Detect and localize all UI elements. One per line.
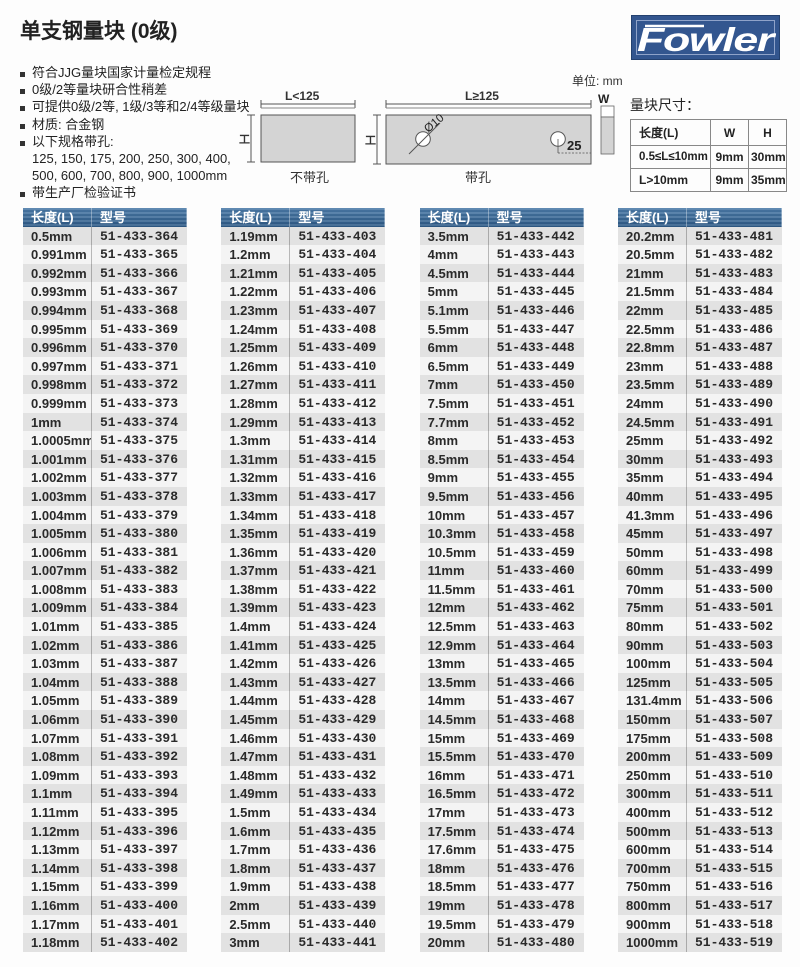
svg-text:W: W [598, 92, 610, 106]
svg-text:L<125: L<125 [285, 89, 320, 103]
svg-text:单位: mm: 单位: mm [572, 73, 623, 88]
svg-text:工: 工 [239, 133, 250, 146]
svg-text:工: 工 [365, 134, 376, 147]
svg-text:25: 25 [567, 138, 581, 153]
svg-text:带孔: 带孔 [465, 170, 491, 185]
svg-text:不带孔: 不带孔 [290, 170, 329, 185]
svg-text:L≥125: L≥125 [465, 89, 499, 103]
